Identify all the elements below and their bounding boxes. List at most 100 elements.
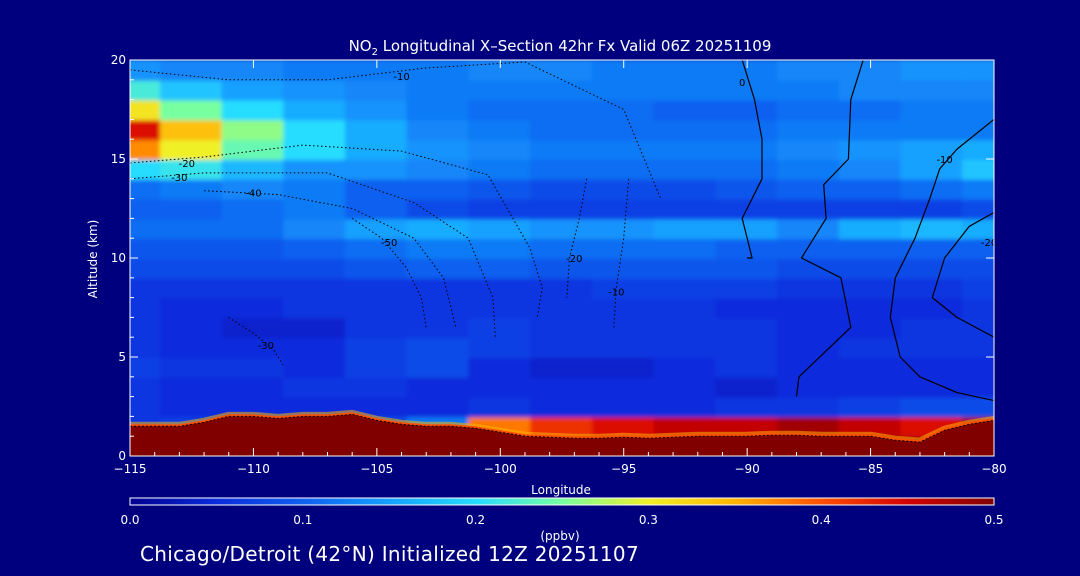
no2-cell	[406, 296, 471, 319]
no2-cell	[406, 237, 471, 259]
no2-cell	[159, 276, 224, 299]
no2-cell	[221, 237, 286, 259]
no2-cell	[777, 177, 841, 200]
no2-cell	[838, 395, 903, 418]
contour-label: -40	[245, 189, 261, 200]
contour-line	[741, 60, 763, 259]
no2-cell	[900, 276, 965, 299]
no2-cell	[345, 217, 409, 240]
no2-cell	[468, 336, 533, 358]
x-tick-label: −95	[611, 462, 636, 476]
no2-cell	[653, 98, 718, 121]
x-axis-label: Longitude	[531, 483, 591, 497]
no2-cell	[591, 197, 656, 220]
no2-cell	[653, 177, 718, 200]
no2-cell	[406, 138, 471, 160]
no2-cell	[221, 158, 286, 180]
y-tick-label: 5	[118, 350, 126, 364]
no2-cell	[653, 237, 718, 259]
no2-cell	[777, 217, 841, 240]
no2-cell	[962, 158, 994, 180]
no2-cell	[406, 60, 471, 81]
no2-cell	[345, 296, 409, 319]
y-tick-label: 0	[118, 449, 126, 463]
no2-cell	[221, 217, 286, 240]
y-tick-label: 15	[111, 152, 126, 166]
no2-cell	[777, 118, 841, 141]
no2-cell	[591, 336, 656, 358]
contour-label: -30	[171, 173, 187, 184]
contour-label: -30	[258, 341, 274, 352]
no2-cell	[130, 276, 162, 299]
contour-line	[130, 61, 662, 199]
colorbar-tick-label: 0.4	[812, 513, 831, 527]
no2-cell	[591, 78, 656, 101]
no2-cell	[653, 336, 718, 358]
no2-cell	[962, 257, 994, 279]
no2-cell	[653, 276, 718, 299]
no2-cell	[130, 356, 162, 378]
no2-cell	[715, 78, 779, 101]
y-tick-label: 10	[111, 251, 126, 265]
no2-cell	[715, 395, 779, 418]
no2-cell	[130, 78, 162, 101]
no2-cell	[283, 316, 347, 339]
no2-cell	[838, 336, 903, 358]
no2-cell	[221, 296, 286, 319]
contour-line	[931, 211, 994, 338]
no2-cell	[130, 316, 162, 339]
no2-cell	[777, 375, 841, 398]
y-axis-label: Altitude (km)	[86, 220, 100, 299]
no2-cell	[591, 296, 656, 319]
no2-cell	[591, 98, 656, 121]
contour-label: -10	[936, 155, 952, 166]
no2-cell	[283, 158, 347, 180]
no2-cell	[130, 197, 162, 220]
no2-field-cells	[130, 60, 994, 456]
no2-cell	[715, 217, 779, 240]
no2-cell	[653, 375, 718, 398]
no2-cell	[130, 336, 162, 358]
colorbar-tick-label: 0.0	[120, 513, 139, 527]
plot-area: -10 -20 -30 -40 -50 -30 -20 -10 0 -10 -20	[129, 59, 995, 457]
no2-cell	[530, 276, 594, 299]
terrain-outline	[130, 413, 994, 443]
no2-cell	[715, 336, 779, 358]
no2-cell	[468, 217, 533, 240]
no2-cell	[345, 158, 409, 180]
no2-cell	[406, 276, 471, 299]
no2-cell	[468, 296, 533, 319]
no2-cell	[468, 356, 533, 378]
no2-cell	[159, 158, 224, 180]
no2-cell	[530, 217, 594, 240]
no2-cell	[468, 257, 533, 279]
no2-cell	[530, 375, 594, 398]
no2-cell	[283, 98, 347, 121]
no2-cell	[159, 217, 224, 240]
no2-cell	[406, 98, 471, 121]
no2-cell	[283, 138, 347, 160]
no2-cell	[591, 276, 656, 299]
no2-cell	[900, 257, 965, 279]
no2-cell	[283, 237, 347, 259]
no2-cell	[838, 316, 903, 339]
x-tick-label: −105	[360, 462, 393, 476]
no2-cell	[159, 395, 224, 418]
no2-cell	[715, 60, 779, 81]
no2-cell	[838, 60, 903, 81]
no2-cell	[130, 138, 162, 160]
no2-cell	[653, 356, 718, 378]
no2-cell	[468, 395, 533, 418]
no2-cell	[468, 316, 533, 339]
no2-cell	[283, 78, 347, 101]
no2-cell	[221, 257, 286, 279]
no2-cell	[283, 60, 347, 81]
no2-cell	[838, 296, 903, 319]
no2-cell	[283, 336, 347, 358]
colorbar: 0.0 0.1 0.2 0.3 0.4 0.5	[120, 497, 1004, 527]
no2-cell	[838, 138, 903, 160]
no2-cell	[715, 138, 779, 160]
no2-cell	[159, 118, 224, 141]
no2-cell	[900, 375, 965, 398]
no2-cell	[130, 98, 162, 121]
